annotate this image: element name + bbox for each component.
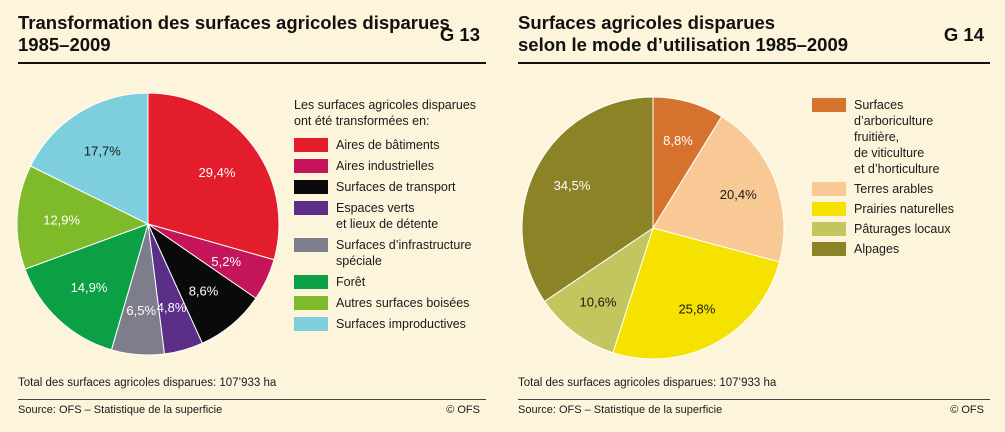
legend-item-autres-surfaces-boisees: Autres surfaces boisées xyxy=(294,295,489,311)
figure-code: G 13 xyxy=(439,24,480,45)
pie-slice-aires-de-batiments xyxy=(147,92,280,261)
pie-chart: 8,8% 20,4% 25,8% 10,6% 34,5% xyxy=(521,96,785,360)
pie-value-label: 5,2% xyxy=(211,254,241,269)
pie-value-label: 10,6% xyxy=(580,294,617,309)
source-note: Source: OFS – Statistique de la superfic… xyxy=(18,404,223,416)
legend-label: Aires de bâtiments xyxy=(336,138,440,152)
chart-title-line-2: selon le mode d’utilisation 1985–2009 xyxy=(518,34,849,55)
chart-legend: Surfaces d’arboriculture fruitière, de v… xyxy=(812,97,982,261)
legend-item-foret: Forêt xyxy=(294,274,489,290)
legend-label: Surfaces d’arboriculture fruitière, de v… xyxy=(854,98,940,176)
pie-slice-paturages-locaux xyxy=(543,226,654,354)
chart-panel-g13: Transformation des surfaces agricoles di… xyxy=(0,0,486,432)
title-divider xyxy=(518,62,990,64)
chart-title-line-1: Transformation des surfaces agricoles di… xyxy=(18,12,450,33)
legend-intro: Les surfaces agricoles disparues ont été… xyxy=(294,98,477,128)
total-note: Total des surfaces agricoles disparues: … xyxy=(18,377,277,389)
legend-label: Autres surfaces boisées xyxy=(336,296,470,310)
legend-swatch xyxy=(294,138,328,152)
legend-label: Prairies naturelles xyxy=(854,202,955,216)
legend-item-prairies-naturelles: Prairies naturelles xyxy=(812,201,982,217)
legend-label: Terres arables xyxy=(854,182,934,196)
pie-value-label: 25,8% xyxy=(678,302,715,317)
pie-slice-surfaces-improductives xyxy=(29,92,149,225)
legend-label: Surfaces de transport xyxy=(336,180,456,194)
figure-code: G 14 xyxy=(943,24,984,45)
legend-label: Pâturages locaux xyxy=(854,222,951,236)
pie-value-label: 17,7% xyxy=(84,144,121,159)
chart-title-line-2: 1985–2009 xyxy=(18,34,111,55)
pie-chart: 29,4% 5,2% 8,6%4,8%6,5% 14,9% 12,9% 17,7% xyxy=(16,92,280,356)
pie-value-label: 29,4% xyxy=(199,165,236,180)
legend-swatch xyxy=(294,317,328,331)
pie-slice-foret xyxy=(24,223,149,351)
footer-divider xyxy=(518,399,990,400)
legend-swatch xyxy=(812,222,846,236)
copyright-note: © OFS xyxy=(950,404,984,416)
chart-title-line-1: Surfaces agricoles disparues xyxy=(518,12,776,33)
legend-item-surfaces-de-transport: Surfaces de transport xyxy=(294,179,489,195)
legend-item-paturages-locaux: Pâturages locaux xyxy=(812,221,982,237)
legend-label: Espaces verts et lieux de détente xyxy=(336,201,439,231)
legend-swatch xyxy=(812,182,846,196)
total-note: Total des surfaces agricoles disparues: … xyxy=(518,377,777,389)
pie-value-label: 6,5% xyxy=(126,303,156,318)
pie-value-label: 20,4% xyxy=(720,187,757,202)
chart-panel-g14: Surfaces agricoles disparues selon le mo… xyxy=(500,0,990,432)
legend-item-surfaces-d-arboriculture-fruitiere-de-viticulture-et-d-horticulture: Surfaces d’arboriculture fruitière, de v… xyxy=(812,97,982,177)
legend-swatch xyxy=(294,275,328,289)
copyright-note: © OFS xyxy=(446,404,480,416)
footer-divider xyxy=(18,399,486,400)
chart-title: Surfaces agricoles disparues selon le mo… xyxy=(518,12,990,56)
legend-swatch xyxy=(294,201,328,215)
pie-value-label: 14,9% xyxy=(71,280,108,295)
legend-label: Alpages xyxy=(854,242,900,256)
legend-swatch xyxy=(294,296,328,310)
pie-slice-prairies-naturelles xyxy=(612,227,781,360)
pie-slice-alpages xyxy=(521,96,654,303)
pie-value-label: 4,8% xyxy=(157,300,187,315)
legend-item-espaces-verts-et-lieux-de-detente: Espaces verts et lieux de détente xyxy=(294,200,489,232)
legend-swatch xyxy=(294,238,328,252)
legend-label: Surfaces d’infrastructure spéciale xyxy=(336,238,472,268)
title-divider xyxy=(18,62,486,64)
legend-label: Forêt xyxy=(336,275,366,289)
legend-swatch xyxy=(294,180,328,194)
pie-slice-terres-arables xyxy=(652,115,785,263)
legend-item-alpages: Alpages xyxy=(812,241,982,257)
legend-swatch xyxy=(812,202,846,216)
legend-swatch xyxy=(294,159,328,173)
legend-swatch xyxy=(812,98,846,112)
legend-item-aires-de-batiments: Aires de bâtiments xyxy=(294,137,489,153)
legend-item-surfaces-improductives: Surfaces improductives xyxy=(294,316,489,332)
chart-title: Transformation des surfaces agricoles di… xyxy=(18,12,486,56)
legend-item-surfaces-d-infrastructure-speciale: Surfaces d’infrastructure spéciale xyxy=(294,237,489,269)
pie-value-label: 8,6% xyxy=(189,283,219,298)
source-note: Source: OFS – Statistique de la superfic… xyxy=(518,404,723,416)
chart-legend: Les surfaces agricoles disparues ont été… xyxy=(294,97,489,337)
legend-swatch xyxy=(812,242,846,256)
pie-value-label: 12,9% xyxy=(43,212,80,227)
pie-slice-autres-surfaces-boisees xyxy=(16,165,150,270)
pie-value-label: 34,5% xyxy=(554,178,591,193)
pie-value-label: 8,8% xyxy=(663,133,693,148)
legend-label: Aires industrielles xyxy=(336,159,434,173)
legend-item-terres-arables: Terres arables xyxy=(812,181,982,197)
legend-item-aires-industrielles: Aires industrielles xyxy=(294,158,489,174)
legend-label: Surfaces improductives xyxy=(336,317,466,331)
